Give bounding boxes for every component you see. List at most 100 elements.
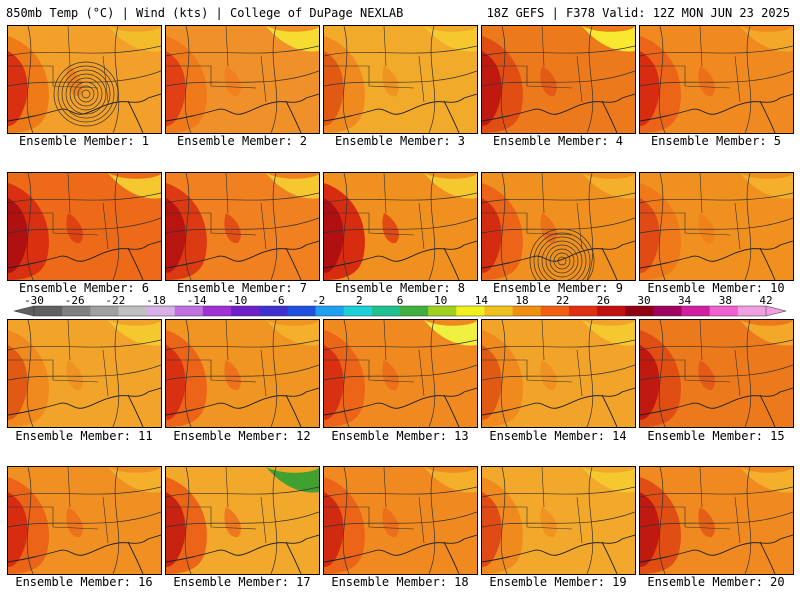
height-contour (586, 173, 594, 280)
ensemble-member-label: Ensemble Member: 16 (15, 575, 153, 589)
ensemble-map-panel (481, 319, 636, 428)
height-contour (324, 70, 477, 87)
colorbar-swatch (231, 306, 260, 316)
cool-region (266, 467, 319, 493)
height-contour (8, 217, 161, 234)
hot-region (8, 198, 28, 273)
height-contour (166, 339, 319, 351)
ensemble-map-panel (639, 319, 794, 428)
colorbar-tick-label: 26 (597, 296, 610, 307)
height-contour (658, 467, 666, 574)
ensemble-map-panel (481, 172, 636, 281)
height-contour (166, 511, 319, 528)
height-contour (428, 173, 436, 280)
low-pressure-contour (53, 61, 119, 127)
warm-patch (540, 507, 557, 538)
height-contour (640, 339, 793, 351)
hot-region (8, 51, 28, 126)
low-pressure-contour (553, 252, 571, 270)
state-border (541, 467, 583, 544)
height-contour (26, 320, 34, 427)
hot-region (640, 492, 660, 567)
colorbar-swatch (540, 306, 570, 316)
gulf-coastline (166, 93, 319, 122)
height-contour (428, 467, 436, 574)
colorbar-swatch (202, 306, 232, 316)
hot-region (166, 492, 186, 567)
hot-region (8, 345, 28, 420)
hot-region (166, 198, 186, 273)
height-contour (166, 70, 319, 87)
colorbar-tick-label: -14 (187, 296, 207, 307)
warm-patch (224, 507, 241, 538)
ensemble-member-label: Ensemble Member: 3 (334, 134, 466, 148)
state-border (324, 359, 415, 383)
warm-patch (698, 360, 715, 391)
colorbar-tick-label: 14 (475, 296, 489, 307)
height-contour (482, 364, 635, 381)
florida-coastline (285, 100, 302, 133)
low-pressure-contour (73, 81, 99, 107)
height-contour (324, 339, 477, 351)
colorbar-swatch (512, 306, 542, 316)
state-border (166, 506, 257, 530)
warm-patch (382, 213, 399, 244)
colorbar-tick-label: 18 (515, 296, 528, 307)
warm-patch (224, 66, 241, 97)
height-contour (166, 217, 319, 234)
height-contour (482, 70, 635, 87)
cool-region (424, 467, 477, 493)
state-border (67, 467, 109, 544)
warm-patch (382, 66, 399, 97)
state-border (166, 359, 257, 383)
warm-patch (698, 507, 715, 538)
state-border (67, 173, 109, 250)
colorbar-outline (33, 305, 767, 317)
height-contour (166, 364, 319, 381)
low-pressure-contour (77, 85, 95, 103)
height-contour (640, 217, 793, 234)
state-border (541, 173, 583, 250)
low-pressure-contour (69, 77, 103, 111)
height-contour (26, 173, 34, 280)
ensemble-map-panel (481, 466, 636, 575)
low-pressure-contour (537, 236, 587, 280)
height-contour (640, 192, 793, 204)
warm-patch (224, 360, 241, 391)
height-contour (26, 26, 34, 133)
ensemble-member-label: Ensemble Member: 14 (489, 429, 627, 443)
colorbar-swatch (625, 306, 654, 316)
cool-region (740, 467, 793, 493)
height-contour (744, 173, 752, 280)
cool-region (424, 26, 477, 52)
colorbar-swatch (737, 306, 767, 316)
state-border (324, 65, 415, 89)
florida-coastline (443, 541, 460, 574)
florida-coastline (127, 541, 144, 574)
colorbar-swatch (400, 306, 429, 316)
height-contour (658, 26, 666, 133)
state-border (8, 506, 99, 530)
state-border (383, 467, 425, 544)
height-contour (482, 45, 635, 57)
cool-region (266, 320, 319, 346)
state-border (383, 173, 425, 250)
state-border (640, 212, 731, 236)
cool-region (740, 26, 793, 52)
colorbar-swatch (428, 306, 457, 316)
gulf-coastline (482, 240, 635, 269)
height-contour (500, 173, 508, 280)
height-contour (112, 173, 120, 280)
low-pressure-contour (65, 73, 107, 115)
state-border (699, 467, 741, 544)
florida-coastline (759, 394, 776, 427)
cool-region (740, 173, 793, 199)
state-border (640, 506, 731, 530)
colorbar-tick-label: -26 (65, 296, 85, 307)
warm-patch (540, 66, 557, 97)
state-border (8, 65, 99, 89)
hot-region (166, 51, 186, 126)
low-pressure-contour (533, 232, 591, 280)
colorbar-tick-label: 42 (759, 296, 772, 307)
height-contour (8, 511, 161, 528)
